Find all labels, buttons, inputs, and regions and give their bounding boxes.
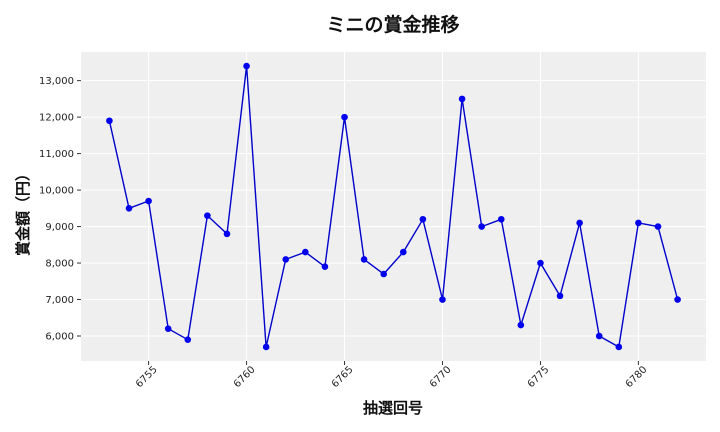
x-axis-ticks: 6755 6760 6765 6770 6775 6780 (134, 361, 650, 390)
data-point (595, 332, 603, 340)
data-point (106, 117, 113, 125)
y-axis-ticks: 6,000 7,000 8,000 9,000 10,000 11,000 12,000 13… (39, 76, 81, 343)
data-point (380, 270, 388, 278)
data-point (439, 296, 446, 303)
data-point (674, 296, 681, 303)
y-tick-label: 9,000 (45, 222, 74, 233)
data-point (399, 248, 407, 256)
data-point (145, 197, 152, 205)
data-point (576, 219, 583, 227)
data-point (478, 223, 485, 230)
y-tick-label: 6,000 (45, 332, 74, 343)
data-point (341, 113, 348, 121)
x-tick-label: 6755 (134, 364, 160, 390)
data-point (204, 212, 211, 219)
x-tick-label: 6770 (428, 364, 454, 390)
data-point (556, 292, 564, 300)
data-point (262, 343, 270, 351)
data-point (243, 62, 250, 70)
data-point (321, 263, 329, 270)
data-point (517, 321, 525, 329)
data-point (184, 336, 192, 343)
data-point (223, 230, 231, 238)
y-tick-label: 8,000 (45, 259, 74, 270)
chart-title: ミニの賞金推移 (326, 13, 459, 36)
y-tick-label: 12,000 (39, 113, 74, 124)
data-point (282, 256, 290, 263)
point-group (106, 62, 681, 351)
x-tick-label: 6780 (624, 364, 650, 390)
grid (81, 52, 706, 361)
data-point (615, 343, 623, 351)
x-tick-label: 6760 (232, 364, 258, 390)
data-point (419, 215, 427, 223)
data-point (537, 259, 544, 267)
x-tick-label: 6765 (330, 364, 356, 390)
data-point (497, 215, 505, 223)
y-axis-label: 賞金額（円） (14, 166, 32, 256)
data-point (360, 256, 368, 263)
data-point (125, 205, 133, 212)
data-point (635, 219, 642, 227)
y-tick-label: 7,000 (45, 295, 74, 306)
series-group (108, 65, 679, 348)
data-point (654, 223, 662, 230)
y-tick-label: 11,000 (39, 149, 74, 160)
series-line (108, 65, 679, 348)
plot-area (81, 52, 706, 361)
y-tick-label: 10,000 (39, 186, 74, 197)
data-point (302, 248, 309, 256)
data-point (164, 325, 172, 333)
x-tick-label: 6775 (526, 364, 552, 390)
x-axis-label: 抽選回号 (363, 399, 423, 417)
data-point (458, 95, 466, 103)
y-tick-label: 13,000 (39, 76, 74, 87)
